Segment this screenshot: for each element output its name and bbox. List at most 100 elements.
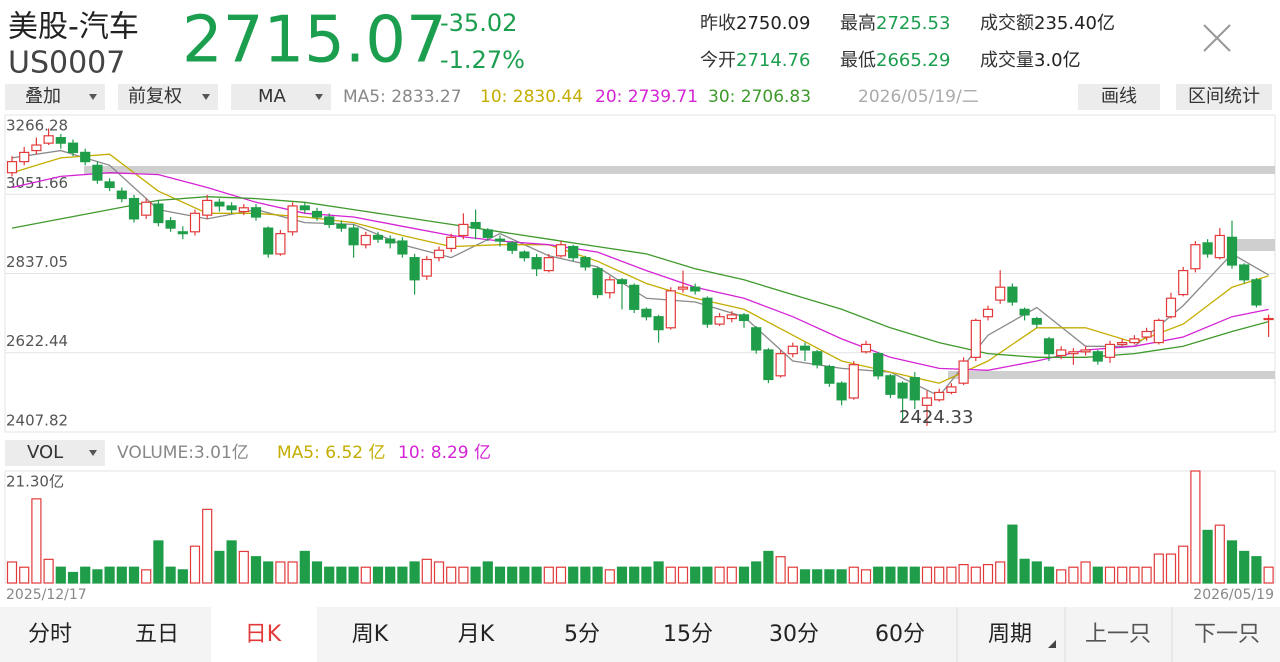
candle [641,307,652,321]
volume-bar [1190,470,1201,584]
candle-body [946,386,957,394]
tab[interactable]: 上一只 [1085,622,1151,647]
adjust-button[interactable] [118,84,218,110]
volume-bar [287,561,298,584]
volume-bar [629,566,640,584]
candle [214,198,225,212]
candle-body [555,244,567,257]
candle-body [287,205,298,233]
candle-body [1263,317,1274,321]
volume-bar [751,561,762,584]
tab[interactable]: 周期 [988,622,1032,647]
candle-body [348,227,359,246]
tab[interactable]: 周K [352,622,389,647]
candle [726,311,737,323]
candle [714,313,725,326]
candle-body [995,286,1006,301]
candle-body [1190,244,1201,270]
candle-body [690,286,701,292]
volume-bar [604,569,615,584]
vol-legend: 10: 8.29 亿 [398,443,491,463]
volume-bar [1019,558,1030,584]
close-icon[interactable] [1203,24,1231,52]
volume-bar [1178,545,1189,584]
indicator-button[interactable] [231,84,331,110]
candle [446,233,457,253]
candle-body [1092,351,1103,362]
volume-bar [1092,566,1103,584]
volume-bar [116,566,127,584]
tab[interactable]: 日K [245,622,282,647]
vol-button[interactable] [5,440,105,466]
tab[interactable]: 下一只 [1194,622,1260,647]
tab[interactable]: 15分 [663,622,713,647]
candle-body [1068,351,1079,355]
tab[interactable]: 60分 [875,622,925,647]
candle-body [702,297,713,325]
volume-bar [946,566,957,584]
stat-label: 成交量 [980,50,1034,71]
candle [67,139,79,157]
candle [1226,220,1238,269]
tab[interactable]: 5分 [564,622,600,647]
candle-body [104,181,115,189]
volume-bar [909,566,920,584]
tab[interactable]: 五日 [135,622,179,647]
candle [458,213,469,240]
tab[interactable]: 月K [458,622,495,647]
volume-bar [153,540,164,584]
candle-body [934,391,945,401]
volume-bar [1239,550,1250,584]
volume-bar [543,566,554,584]
volume-bar [934,566,945,584]
candle [128,194,140,223]
indicator-label: MA [258,86,287,107]
candle [702,296,713,328]
volume-bar [397,566,408,584]
candle [982,305,994,321]
candle-body [909,377,920,401]
candle [958,357,969,386]
volume-bar [6,561,18,584]
y-tick-label: 3266.28 [6,117,68,135]
candle-body [165,220,176,229]
candle [1190,241,1201,273]
candle [848,361,859,400]
candle-body [970,319,981,358]
candle-body [653,316,664,331]
overlay-button[interactable] [5,84,105,110]
candle-body [1007,286,1018,303]
volume-bar [202,508,213,584]
ma-legend: 20: 2739.71 [595,87,698,107]
candle [385,235,396,249]
tab[interactable]: 30分 [769,622,819,647]
volume-bar [714,566,725,584]
draw-button[interactable] [1078,84,1160,110]
volume-bar [421,558,432,584]
candle-body [1043,338,1055,355]
volume-bar [104,566,115,584]
volume-bar [507,566,518,584]
volume-bar [360,566,371,584]
volume-bar [1007,524,1018,584]
stat-value: 2665.29 [876,50,950,71]
level-band [948,371,1275,379]
candle-body [616,279,628,285]
candle-body [799,345,811,351]
volume-bar [1251,556,1262,584]
candle [1104,340,1116,363]
volume-bar [165,566,176,584]
stat-label: 最低 [840,50,876,71]
candle [592,266,603,299]
tab[interactable]: 分时 [28,622,72,647]
candle-body [641,308,652,318]
volume-bar [458,566,469,584]
volume-bar [92,569,103,584]
candle [909,372,920,410]
candle-body [19,151,30,163]
volume-bar [336,566,347,584]
candle [824,364,835,387]
candle [568,244,579,262]
range-stats-button[interactable] [1176,84,1272,110]
